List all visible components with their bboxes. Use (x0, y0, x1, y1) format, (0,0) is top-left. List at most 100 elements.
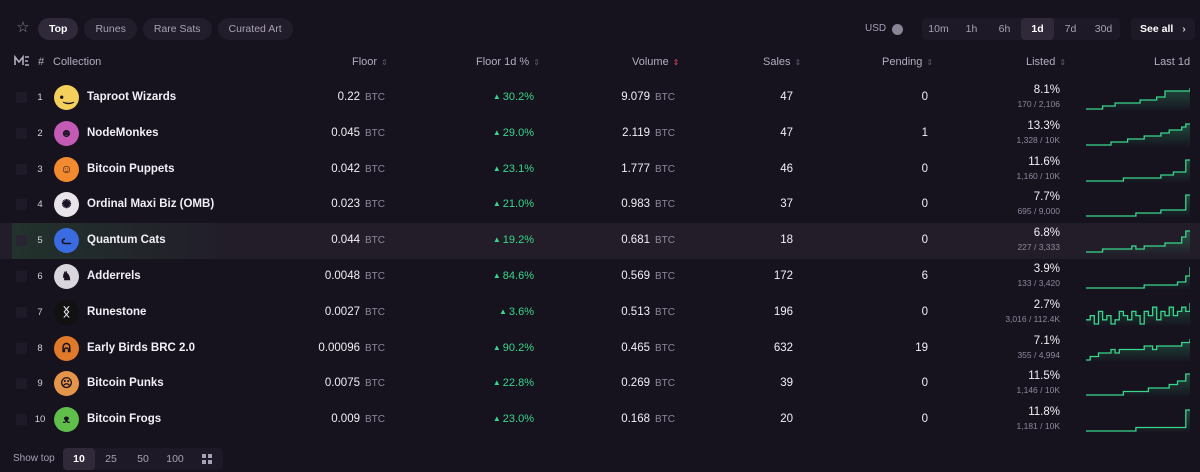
row-checkbox[interactable] (16, 199, 27, 211)
row-checkbox[interactable] (16, 414, 27, 426)
collection-avatar[interactable]: ✺ (54, 192, 79, 218)
timeframe-6h[interactable]: 6h (998, 23, 1011, 35)
collection-name[interactable]: Taproot Wizards (87, 91, 177, 103)
floor-unit: BTC (365, 342, 385, 354)
collection-name[interactable]: Adderrels (87, 269, 141, 282)
sort-icon[interactable]: ⇕ (381, 58, 388, 67)
page-size-25[interactable]: 25 (105, 453, 117, 465)
floor-change-value: 23.1% (502, 162, 534, 175)
column-listed[interactable]: Listed ⇕ (1026, 56, 1066, 68)
table-row[interactable]: 7 ᛝ Runestone 0.0027 BTC ▲ 3.6% 0.513 BTC 196 0 2.7… (0, 295, 1200, 331)
column-floor[interactable]: Floor ⇕ (352, 56, 388, 68)
listed-count: 1,181 / 10K (1016, 421, 1060, 432)
table-row[interactable]: 8 ᕱ Early Birds BRC 2.0 0.00096 BTC ▲ 90.2% 0.4… (0, 331, 1200, 367)
sparkline-line (1086, 302, 1190, 325)
floor-change: ▲ 84.6% (430, 259, 534, 295)
sort-desc-icon[interactable]: ⇕ (672, 58, 680, 67)
collection-avatar[interactable]: ☹ (54, 371, 79, 397)
listed-percent: 3.9% (1033, 262, 1060, 275)
timeframe-10m[interactable]: 10m (928, 23, 949, 35)
sparkline-line (1086, 409, 1190, 432)
page-size-50[interactable]: 50 (137, 453, 149, 465)
collection-avatar[interactable]: ☺ (54, 156, 79, 182)
collection-avatar[interactable]: ☻ (54, 120, 79, 146)
row-checkbox[interactable] (16, 163, 27, 175)
collection-avatar[interactable]: ♞ (54, 263, 79, 289)
floor-unit: BTC (365, 163, 385, 175)
collection-name[interactable]: Early Birds BRC 2.0 (87, 341, 196, 354)
row-checkbox[interactable] (16, 306, 27, 318)
collection-name[interactable]: Ordinal Maxi Biz (OMB) (87, 198, 215, 211)
pending-count: 6 (921, 269, 928, 282)
tab-runes[interactable]: Runes (84, 18, 137, 40)
collection-avatar[interactable]: ᓚ (54, 228, 79, 254)
listed-percent: 7.1% (1033, 334, 1060, 347)
collection-avatar[interactable]: ᕱ (54, 335, 79, 361)
collection-avatar[interactable]: ᴥ (54, 407, 79, 433)
tab-top[interactable]: Top (38, 18, 79, 40)
column-sales[interactable]: Sales ⇕ (763, 56, 801, 68)
see-all-button[interactable]: See all › (1131, 18, 1195, 40)
timeframe-selector: 10m 1h 6h 1d 7d 30d (922, 18, 1120, 40)
floor-change: ▲ 3.6% (430, 295, 534, 331)
collection-name[interactable]: Bitcoin Frogs (87, 413, 162, 426)
sort-icon[interactable]: ⇕ (794, 58, 802, 67)
sparkline-chart (1086, 263, 1190, 291)
collection-name[interactable]: Bitcoin Puppets (87, 162, 175, 175)
pending-count: 0 (921, 162, 928, 175)
sort-icon[interactable]: ⇕ (926, 58, 934, 67)
listed-cell: 11.5% 1,146 / 10K (980, 369, 1060, 405)
row-checkbox[interactable] (16, 235, 27, 247)
up-triangle-icon: ▲ (492, 199, 501, 209)
column-collection: Collection (53, 56, 102, 68)
collection-name[interactable]: Runestone (87, 305, 147, 318)
row-checkbox[interactable] (16, 270, 27, 282)
table-row[interactable]: 10 ᴥ Bitcoin Frogs 0.009 BTC ▲ 23.0% 0.168 BTC 20… (0, 402, 1200, 438)
listed-count: 3,016 / 112.4K (1005, 313, 1060, 324)
table-row[interactable]: 2 ☻ NodeMonkes 0.045 BTC ▲ 29.0% 2.119 BTC 47 1 13.… (0, 116, 1200, 152)
collection-avatar[interactable]: ᛝ (54, 299, 79, 325)
up-triangle-icon: ▲ (492, 378, 501, 388)
table-row[interactable]: 3 ☺ Bitcoin Puppets 0.042 BTC ▲ 23.1% 1.777 BTC 4… (0, 152, 1200, 188)
star-icon[interactable]: ☆ (16, 19, 30, 36)
volume: 1.777 (621, 162, 650, 175)
row-checkbox[interactable] (16, 342, 27, 354)
sort-icon[interactable]: ⇕ (533, 58, 540, 67)
tab-curated-art[interactable]: Curated Art (217, 18, 293, 40)
floor-price: 0.023 (331, 198, 360, 211)
timeframe-1h[interactable]: 1h (965, 23, 978, 35)
page-size-10[interactable]: 10 (63, 448, 95, 470)
table-row[interactable]: 6 ♞ Adderrels 0.0048 BTC ▲ 84.6% 0.569 BTC 172 6 3.… (0, 259, 1200, 295)
table-row[interactable]: 1 •‿ Taproot Wizards 0.22 BTC ▲ 30.2% 9.079 BTC 4… (0, 80, 1200, 116)
category-tabs: Top Runes Rare Sats Curated Art (38, 18, 293, 40)
row-checkbox[interactable] (16, 92, 27, 103)
column-volume[interactable]: Volume ⇕ (632, 56, 679, 68)
grid-view-icon[interactable] (191, 448, 223, 470)
row-checkbox[interactable] (16, 378, 27, 390)
collection-name[interactable]: NodeMonkes (87, 126, 159, 139)
floor-unit: BTC (365, 199, 385, 211)
timeframe-30d[interactable]: 30d (1094, 23, 1113, 35)
show-top-label: Show top (13, 453, 55, 464)
floor-price: 0.0027 (324, 305, 360, 318)
listed-cell: 13.3% 1,328 / 10K (980, 119, 1060, 155)
table-row[interactable]: 5 ᓚ Quantum Cats 0.044 BTC ▲ 19.2% 0.681 BTC 18 0 6… (0, 223, 1200, 259)
currency-toggle[interactable]: USD (865, 18, 904, 40)
page-size-100[interactable]: 100 (166, 453, 184, 465)
tab-rare-sats[interactable]: Rare Sats (142, 18, 212, 40)
collection-avatar[interactable]: •‿ (54, 85, 79, 110)
floor-price: 0.0075 (324, 377, 360, 390)
column-floor-pct[interactable]: Floor 1d % ⇕ (476, 56, 540, 68)
timeframe-1d[interactable]: 1d (1021, 18, 1054, 40)
table-row[interactable]: 9 ☹ Bitcoin Punks 0.0075 BTC ▲ 22.8% 0.269 BTC 39… (0, 366, 1200, 402)
row-checkbox[interactable] (16, 127, 27, 139)
table-row[interactable]: 4 ✺ Ordinal Maxi Biz (OMB) 0.023 BTC ▲ 21.0% 0.… (0, 187, 1200, 223)
column-volume-label: Volume (632, 56, 669, 68)
column-pending[interactable]: Pending ⇕ (882, 56, 933, 68)
toggle-switch-icon[interactable] (892, 23, 904, 35)
sort-icon[interactable]: ⇕ (1059, 58, 1067, 67)
collection-name[interactable]: Quantum Cats (87, 234, 166, 247)
collection-name[interactable]: Bitcoin Punks (87, 377, 164, 390)
timeframe-7d[interactable]: 7d (1064, 23, 1077, 35)
floor-price: 0.00096 (318, 341, 360, 354)
